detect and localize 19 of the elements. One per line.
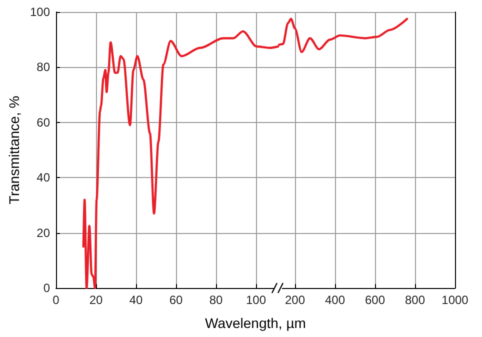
x-tick-label: 60 [169,293,183,307]
x-tick-label: 80 [209,293,223,307]
x-tick-label: 600 [364,293,386,307]
y-tick-label: 80 [36,60,50,74]
y-tick-label: 20 [36,226,50,240]
y-tick-label: 100 [30,5,50,19]
x-tick-label: 800 [404,293,426,307]
x-tick-label: 0 [52,293,60,307]
x-tick-label: 100 [246,293,266,307]
x-tick-label: 200 [284,293,306,307]
x-tick-label: 20 [89,293,103,307]
y-tick-label: 0 [43,281,50,295]
x-tick-label: 400 [324,293,346,307]
x-tick-label: 1000 [442,293,469,307]
y-tick-label: 60 [36,115,50,130]
y-axis-title: Transmittance, % [6,96,22,204]
x-axis-title: Wavelength, µm [205,315,306,331]
y-tick-label: 40 [36,170,50,185]
x-tick-label: 40 [129,293,143,307]
